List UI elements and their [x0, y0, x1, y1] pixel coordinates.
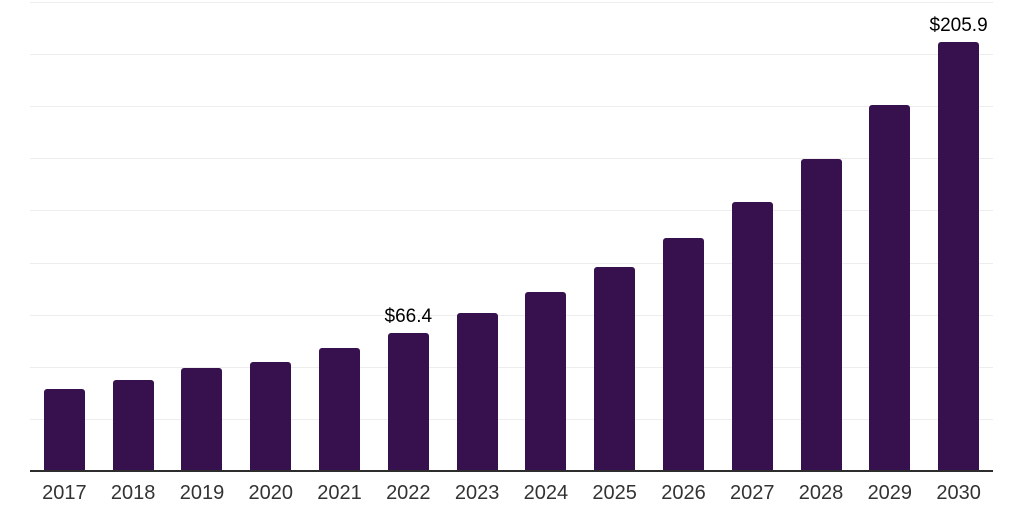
x-tick-2018: 2018	[110, 482, 156, 504]
gridline	[30, 262, 993, 264]
x-tick-2022: 2022	[386, 482, 431, 504]
bar-2022	[387, 332, 429, 471]
x-tick-2019: 2019	[179, 482, 225, 504]
x-tick-2020: 2020	[248, 482, 294, 504]
x-axis: 2017 2018 2019 2020 2021 2022 2023 2024 2025 2026…	[30, 471, 993, 512]
bar-2028	[800, 158, 842, 471]
bar-2017	[43, 388, 85, 471]
gridline	[30, 418, 993, 420]
bar-2023	[456, 312, 498, 471]
x-tick-2025: 2025	[592, 482, 637, 504]
gridline	[30, 158, 993, 160]
gridline	[30, 366, 993, 368]
bar-2030	[938, 41, 980, 471]
data-label-2030: $205.9	[929, 14, 988, 36]
x-tick-2021: 2021	[317, 482, 362, 504]
plot-area: $66.4 $205.9	[30, 0, 993, 471]
bar-2020	[250, 361, 292, 471]
bar-2029	[869, 105, 911, 471]
x-tick-2023: 2023	[454, 482, 500, 504]
bar-2019	[181, 368, 223, 471]
gridline	[30, 2, 993, 3]
gridline	[30, 314, 993, 316]
x-tick-2029: 2029	[867, 482, 913, 504]
x-tick-2024: 2024	[523, 482, 569, 504]
gridline	[30, 106, 993, 108]
gridline	[30, 54, 993, 56]
gridline	[30, 210, 993, 212]
bar-2026	[662, 237, 704, 471]
bar-2025	[594, 267, 636, 471]
x-axis-line	[30, 470, 993, 472]
bar-2024	[525, 291, 567, 471]
x-tick-2026: 2026	[661, 482, 706, 504]
x-tick-2030: 2030	[936, 482, 981, 504]
bar-2021	[319, 347, 361, 471]
bar-2018	[112, 379, 154, 471]
data-label-2022: $66.4	[384, 305, 433, 327]
x-tick-2027: 2027	[730, 482, 775, 504]
bar-2027	[731, 202, 773, 471]
x-tick-2028: 2028	[798, 482, 844, 504]
x-tick-2017: 2017	[42, 482, 87, 504]
